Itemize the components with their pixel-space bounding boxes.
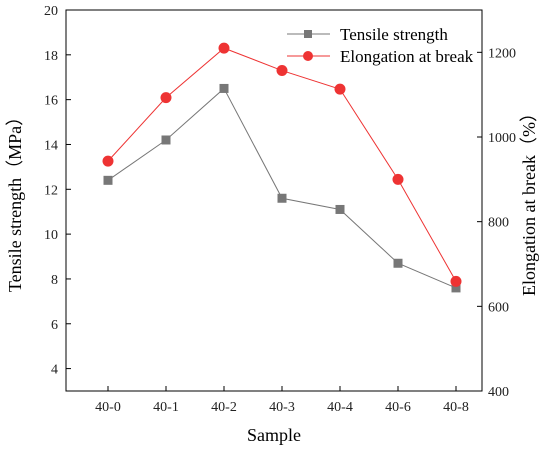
point-tensile	[393, 258, 403, 268]
y-right-tick-label: 1200	[488, 46, 516, 61]
x-tick-label: 40-1	[153, 400, 179, 415]
y-right-tick-label: 400	[488, 385, 509, 400]
point-tensile	[161, 135, 171, 145]
point-tensile	[451, 283, 461, 293]
y-right-tick-label: 600	[488, 300, 509, 315]
x-axis: 40-0 40-1 40-2 40-3 40-4 40-6 40-8	[95, 386, 469, 415]
legend-label-tensile: Tensile strength	[340, 25, 448, 44]
y-left-tick-label: 14	[44, 138, 58, 153]
y-axis-right: 400 600 800 1000 1200	[477, 46, 516, 400]
y-axis-right-title: Elongation at break（%）	[519, 104, 539, 296]
point-tensile	[335, 204, 345, 214]
y-left-tick-label: 10	[44, 228, 58, 243]
y-left-tick-label: 12	[44, 183, 58, 198]
point-elongation	[334, 83, 346, 95]
x-tick-label: 40-0	[95, 400, 121, 415]
legend-marker-elongation-circle	[303, 51, 313, 61]
point-elongation	[102, 155, 114, 167]
point-elongation	[276, 65, 288, 77]
point-elongation	[218, 42, 230, 54]
y-left-tick-label: 16	[44, 94, 58, 109]
legend-label-elongation: Elongation at break	[340, 47, 474, 66]
x-tick-label: 40-2	[211, 400, 237, 415]
y-axis-left: 4 6 8 10 12 14 16 18 20	[44, 4, 71, 378]
y-left-tick-label: 18	[44, 49, 58, 64]
x-tick-label: 40-8	[443, 400, 469, 415]
y-left-tick-label: 6	[51, 318, 58, 333]
point-tensile	[219, 83, 229, 93]
point-tensile	[103, 175, 113, 185]
plot-frame	[65, 9, 483, 392]
point-elongation	[160, 92, 172, 104]
series-layer	[102, 42, 462, 293]
point-elongation	[392, 173, 404, 185]
y-left-tick-label: 4	[51, 363, 58, 378]
legend: Tensile strength Elongation at break	[287, 25, 474, 66]
x-axis-title: Sample	[247, 425, 301, 445]
x-tick-label: 40-6	[385, 400, 411, 415]
y-right-tick-label: 800	[488, 216, 509, 231]
y-axis-left-title: Tensile strength（MPa）	[5, 108, 25, 292]
x-tick-label: 40-4	[327, 400, 353, 415]
y-left-tick-label: 20	[44, 4, 58, 19]
point-elongation	[450, 275, 462, 287]
y-left-tick-label: 8	[51, 273, 58, 288]
y-right-tick-label: 1000	[488, 131, 516, 146]
series-line-elongation	[107, 47, 457, 282]
point-tensile	[277, 193, 287, 203]
series-line-tensile	[107, 87, 457, 289]
legend-marker-tensile-square	[304, 30, 312, 38]
x-tick-label: 40-3	[269, 400, 295, 415]
